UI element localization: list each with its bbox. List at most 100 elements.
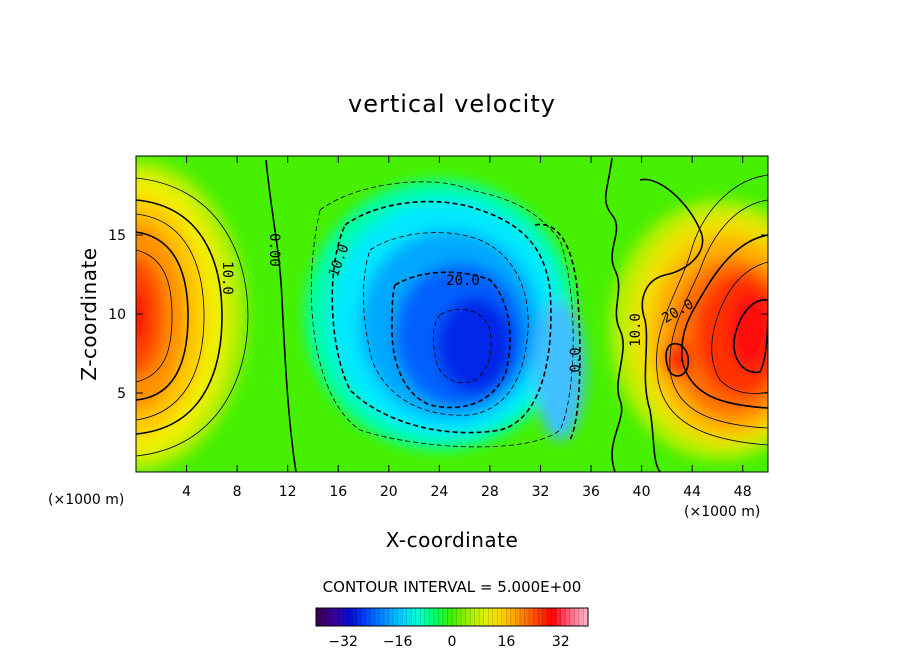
colorbar-segment (334, 608, 340, 626)
colorbar-segment (470, 608, 476, 626)
colorbar-tick-label: 32 (552, 634, 570, 650)
colorbar-segment (551, 608, 557, 626)
colorbar-segment (492, 608, 498, 626)
colorbar-tick-label: 0 (448, 634, 457, 650)
colorbar-segment (488, 608, 494, 626)
contour-left-outer (136, 177, 249, 457)
colorbar-segment (497, 608, 503, 626)
colorbar-segment (483, 608, 489, 626)
colorbar-segment (565, 608, 571, 626)
chart-title: vertical velocity (348, 90, 556, 118)
colorbar-segment (361, 608, 367, 626)
colorbar-segment (556, 608, 562, 626)
contour-right-secondary (665, 343, 690, 377)
contour-right-30 (733, 299, 768, 374)
colorbar-segment (379, 608, 385, 626)
x-axis-label: X-coordinate (386, 528, 519, 552)
colorbar-segment (352, 608, 358, 626)
contour-interval-label: CONTOUR INTERVAL = 5.000E+00 (323, 578, 582, 596)
y-axis-ticks: 5 10 15 (108, 228, 768, 402)
colorbar-segment (420, 608, 426, 626)
contour-down-10 (331, 200, 552, 434)
colorbar-segment (442, 608, 448, 626)
colorbar-tick-label: −32 (328, 634, 358, 650)
colorbar-segment (356, 608, 362, 626)
colorbar-segment (538, 608, 544, 626)
y-tick-label: 5 (117, 386, 126, 402)
colorbar-segment (429, 608, 435, 626)
contour-zero-right-2 (639, 178, 704, 472)
contour-left-20 (136, 231, 189, 401)
colorbar-segment (411, 608, 417, 626)
contour-right-25 (711, 261, 768, 394)
contour-zero-right (604, 157, 624, 472)
colorbar-segment (320, 608, 326, 626)
colorbar-segment (520, 608, 526, 626)
colorbar-segment (338, 608, 344, 626)
x-tick-label: 4 (182, 484, 191, 500)
contour-lines (136, 157, 768, 472)
contour-zero-left (265, 159, 297, 472)
colorbar-tick-label: 16 (497, 634, 515, 650)
colorbar-segment (415, 608, 421, 626)
contour-right-10 (656, 174, 768, 446)
contour-label-right-10: 10.0 (628, 313, 644, 347)
x-tick-label: 44 (683, 484, 701, 500)
colorbar-segment (515, 608, 521, 626)
colorbar-segment (524, 608, 530, 626)
colorbar (315, 607, 589, 627)
colorbar-segment (365, 608, 371, 626)
colorbar-segment (402, 608, 408, 626)
colorbar-segment (578, 608, 584, 626)
contour-down-15 (363, 232, 529, 416)
x-tick-label: 28 (481, 484, 499, 500)
colorbar-segment (374, 608, 380, 626)
colorbar-segment (433, 608, 439, 626)
colorbar-segment (347, 608, 353, 626)
contour-label-zero-center: 0.0 (568, 347, 584, 372)
downdraft-tail (535, 300, 585, 440)
colorbar-segment (510, 608, 516, 626)
colorbar-segment (393, 608, 399, 626)
colorbar-segment (343, 608, 349, 626)
x-tick-label: 12 (279, 484, 297, 500)
contour-label-left-10: 10.0 (219, 261, 235, 295)
contour-label-down-20: 20.0 (446, 273, 480, 289)
x-tick-label: 32 (532, 484, 550, 500)
contour-down-outer (310, 181, 574, 448)
colorbar-segment (461, 608, 467, 626)
colorbar-segment (547, 608, 553, 626)
colorbar-segment (438, 608, 444, 626)
colorbar-segment (388, 608, 394, 626)
colorbar-segment (406, 608, 412, 626)
colorbar-segment (533, 608, 539, 626)
colorbar-segment (456, 608, 462, 626)
contour-down-tail (534, 223, 581, 441)
x-unit-left: (×1000 m) (48, 492, 124, 508)
colorbar-segment (529, 608, 535, 626)
right-updraft-core (728, 292, 768, 368)
x-tick-label: 36 (582, 484, 600, 500)
colorbar-segment (506, 608, 512, 626)
x-tick-label: 16 (329, 484, 347, 500)
contour-down-25 (432, 308, 492, 384)
colorbar-segment (370, 608, 376, 626)
contour-left-25 (136, 249, 173, 383)
x-tick-label: 8 (233, 484, 242, 500)
colorbar-segment (325, 608, 331, 626)
downdraft-core (437, 297, 513, 393)
x-tick-label: 40 (633, 484, 651, 500)
colorbar-segment (501, 608, 507, 626)
colorbar-segment (397, 608, 403, 626)
colorbar-segment (452, 608, 458, 626)
x-tick-label: 48 (734, 484, 752, 500)
y-axis-label: Z-coordinate (77, 247, 101, 380)
colorbar-frame (315, 607, 589, 627)
colorbar-segment (316, 608, 322, 626)
left-updraft-layer-5 (136, 256, 164, 376)
contour-label-zero-left: 0.00 (266, 233, 282, 267)
x-tick-label: 24 (430, 484, 448, 500)
y-tick-label: 15 (108, 228, 126, 244)
colorbar-tick-labels: −32 −16 0 16 32 (328, 634, 569, 650)
colorbar-segment (384, 608, 390, 626)
